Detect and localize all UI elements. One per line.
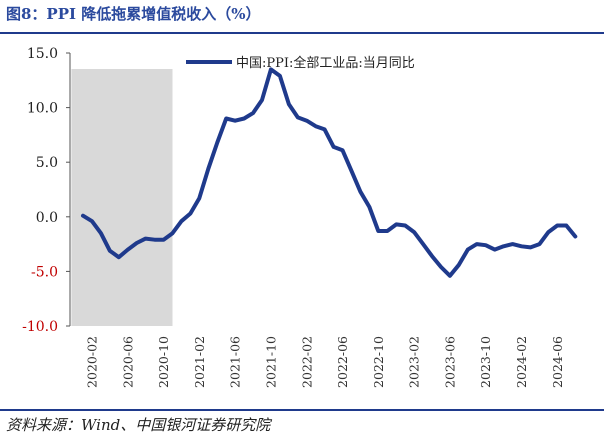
shaded-regions: [71, 69, 173, 326]
footer-divider: [0, 409, 604, 411]
x-tick-label: 2022-06: [335, 336, 350, 388]
x-tick-label: 2020-10: [156, 336, 171, 388]
y-tick-label: 15.0: [27, 46, 58, 62]
title-divider: [0, 32, 604, 34]
source-note: 资料来源：Wind、中国银河证券研究院: [6, 416, 271, 434]
x-tick-label: 2022-10: [371, 336, 386, 388]
x-tick-label: 2021-06: [228, 336, 243, 388]
series-line-ppi: [81, 67, 578, 278]
y-axis-ticks: -10.0 -5.0 0.0 5.0 10.0 15.0: [22, 46, 70, 335]
legend: 中国:PPI:全部工业品:当月同比: [186, 55, 415, 71]
x-tick-label: 2023-06: [442, 336, 457, 388]
y-tick-label: 0.0: [36, 210, 58, 226]
x-tick-label: 2024-02: [514, 336, 529, 388]
x-tick-label: 2023-02: [407, 336, 422, 388]
y-tick-label: -5.0: [31, 264, 58, 280]
x-tick-label: 2021-10: [263, 336, 278, 388]
x-tick-label: 2022-02: [299, 336, 314, 388]
x-tick-label: 2020-06: [120, 336, 135, 388]
y-tick-label: -10.0: [22, 319, 58, 335]
ppi-line-chart: -10.0-5.00.05.010.015.0 2020-02 2020-06 20…: [22, 46, 578, 388]
legend-label-ppi: 中国:PPI:全部工业品:当月同比: [236, 55, 415, 71]
x-tick-label: 2020-02: [85, 336, 100, 388]
y-tick-label: 10.0: [27, 101, 58, 117]
x-tick-label: 2024-06: [550, 336, 565, 388]
x-tick-label: 2023-10: [478, 336, 493, 388]
x-tick-label: 2021-02: [192, 336, 207, 388]
y-tick-label: 5.0: [36, 155, 58, 171]
figure-title: 图8：PPI 降低拖累增值税收入（%）: [6, 5, 261, 23]
shaded-region-1: [71, 69, 173, 326]
x-axis-ticks: 2020-02 2020-06 2020-10 2021-02 2021-06 2021-…: [85, 336, 565, 388]
